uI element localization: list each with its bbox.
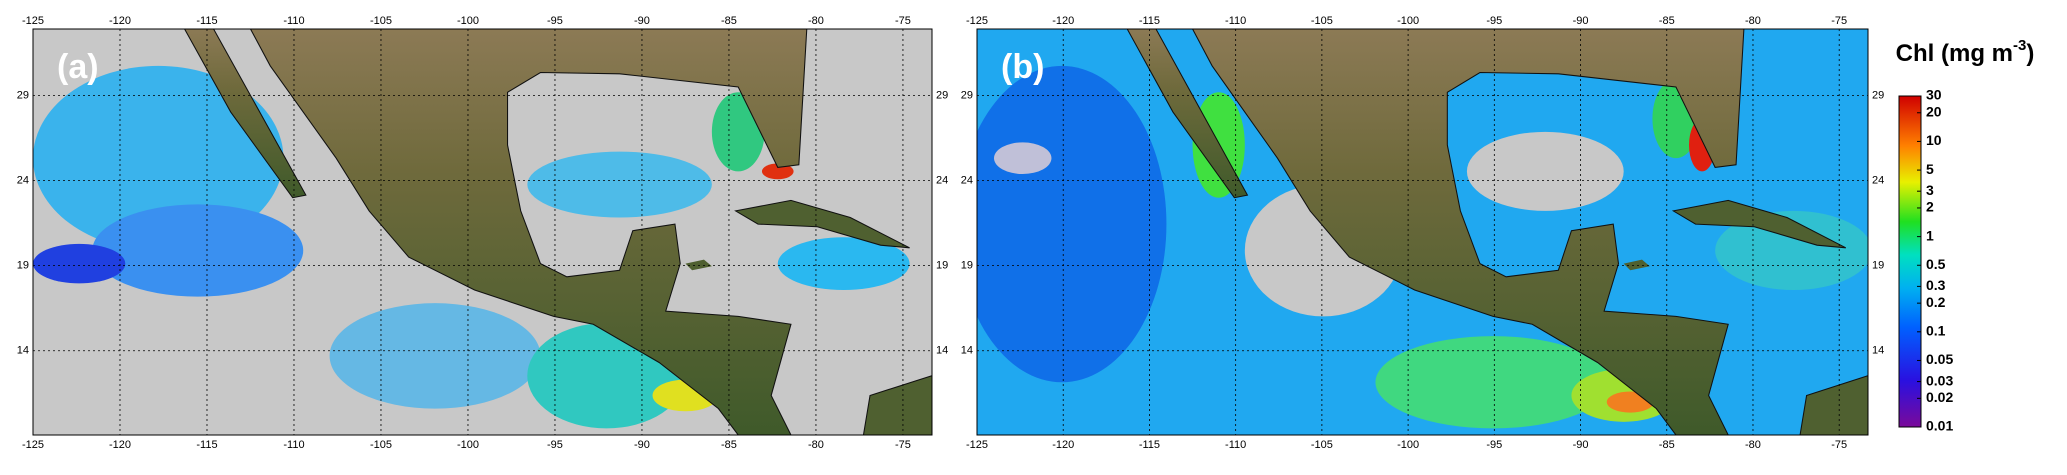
- x-tick-label: -105: [1311, 15, 1333, 27]
- y-tick-label: 24: [1872, 174, 1884, 186]
- x-tick-label: -110: [1225, 439, 1246, 451]
- colorbar-tick-label: 0.03: [1926, 372, 1953, 388]
- y-tick-label: 14: [1872, 345, 1884, 357]
- map-panel: -125 -125 -120 -120 -115 -115 -110 -110 -105 -105…: [17, 15, 949, 451]
- x-tick-label: -75: [1831, 439, 1847, 451]
- y-tick-label: 14: [961, 345, 973, 357]
- colorbar: Chl (mg m-3) 0.01 0.020.03 0.05 0.1 0.20.3 0.…: [1896, 37, 2035, 434]
- x-tick-label: -125: [966, 15, 988, 27]
- colorbar-tick-label: 0.02: [1926, 389, 1953, 405]
- x-tick-label: -85: [1659, 15, 1675, 27]
- y-tick-label: 19: [961, 260, 973, 272]
- colorbar-tick-label: 0.05: [1926, 351, 1953, 367]
- colorbar-tick-label: 30: [1926, 87, 1942, 103]
- colorbar-tick-label: 20: [1926, 103, 1942, 119]
- x-tick-label: -90: [634, 15, 650, 27]
- x-tick-label: -125: [22, 15, 44, 27]
- y-tick-label: 29: [961, 89, 973, 101]
- x-tick-label: -80: [808, 15, 824, 27]
- x-tick-label: -100: [1397, 15, 1419, 27]
- colorbar-tick-label: 0.01: [1926, 418, 1953, 434]
- x-tick-label: -95: [1486, 439, 1502, 451]
- x-tick-label: -120: [109, 439, 131, 451]
- x-tick-label: -120: [1052, 15, 1074, 27]
- x-tick-label: -85: [721, 15, 737, 27]
- x-tick-label: -105: [370, 15, 392, 27]
- y-tick-label: 19: [17, 260, 29, 272]
- y-tick-label: 24: [17, 174, 29, 186]
- x-tick-label: -85: [721, 439, 737, 451]
- colorbar-tick-label: 5: [1926, 161, 1934, 177]
- x-tick-label: -80: [1745, 15, 1761, 27]
- colorbar-tick-label: 10: [1926, 132, 1942, 148]
- x-tick-label: -115: [196, 439, 217, 451]
- colorbar-tick-label: 1: [1926, 227, 1934, 243]
- y-tick-label: 19: [1872, 260, 1884, 272]
- map-frame: [976, 28, 1869, 436]
- colorbar-tick-label: 0.3: [1926, 277, 1946, 293]
- colorbar-title: Chl (mg m-3): [1896, 37, 2035, 67]
- x-tick-label: -95: [1486, 15, 1502, 27]
- x-tick-label: -100: [1397, 439, 1419, 451]
- x-tick-label: -115: [1139, 15, 1160, 27]
- colorbar-tick-label: 2: [1926, 199, 1934, 215]
- x-tick-label: -80: [808, 439, 824, 451]
- x-tick-label: -85: [1659, 439, 1675, 451]
- x-tick-label: -110: [283, 15, 304, 27]
- x-tick-label: -125: [22, 439, 44, 451]
- title-suffix: ): [2026, 40, 2034, 67]
- x-tick-label: -120: [109, 15, 131, 27]
- colorbar-gradient: [1898, 95, 1922, 428]
- colorbar-tick-label: 0.2: [1926, 294, 1946, 310]
- title-superscript: -3: [2013, 37, 2026, 54]
- colorbar-tick-label: 3: [1926, 182, 1934, 198]
- y-tick-label: 19: [936, 260, 948, 272]
- title-text: Chl (mg m: [1896, 40, 2013, 67]
- map-frame: [32, 28, 933, 436]
- y-tick-label: 14: [17, 345, 29, 357]
- colorbar-tick-label: 0.5: [1926, 256, 1946, 272]
- x-tick-label: -90: [1573, 15, 1589, 27]
- x-tick-label: -80: [1745, 439, 1761, 451]
- x-tick-label: -125: [966, 439, 988, 451]
- panel-label: (b): [1001, 48, 1044, 86]
- x-tick-label: -115: [1139, 439, 1160, 451]
- y-tick-label: 29: [1872, 89, 1884, 101]
- y-tick-label: 24: [961, 174, 973, 186]
- map-panel: -125 -125 -120 -120 -115 -115 -110 -110 -105 -105…: [961, 15, 1885, 451]
- x-tick-label: -75: [1831, 15, 1847, 27]
- x-tick-label: -100: [457, 15, 479, 27]
- x-tick-label: -75: [895, 439, 911, 451]
- x-tick-label: -75: [895, 15, 911, 27]
- x-tick-label: -105: [1311, 439, 1333, 451]
- x-tick-label: -95: [547, 439, 563, 451]
- y-tick-label: 29: [17, 89, 29, 101]
- x-tick-label: -120: [1052, 439, 1074, 451]
- y-tick-label: 29: [936, 89, 948, 101]
- y-tick-label: 14: [936, 345, 948, 357]
- y-tick-label: 24: [936, 174, 948, 186]
- x-tick-label: -90: [1573, 439, 1589, 451]
- x-tick-label: -105: [370, 439, 392, 451]
- x-tick-label: -110: [1225, 15, 1246, 27]
- x-tick-label: -110: [283, 439, 304, 451]
- x-tick-label: -100: [457, 439, 479, 451]
- x-tick-label: -115: [196, 15, 217, 27]
- x-tick-label: -90: [634, 439, 650, 451]
- colorbar-tick-label: 0.1: [1926, 323, 1946, 339]
- panel-label: (a): [57, 48, 99, 86]
- x-tick-label: -95: [547, 15, 563, 27]
